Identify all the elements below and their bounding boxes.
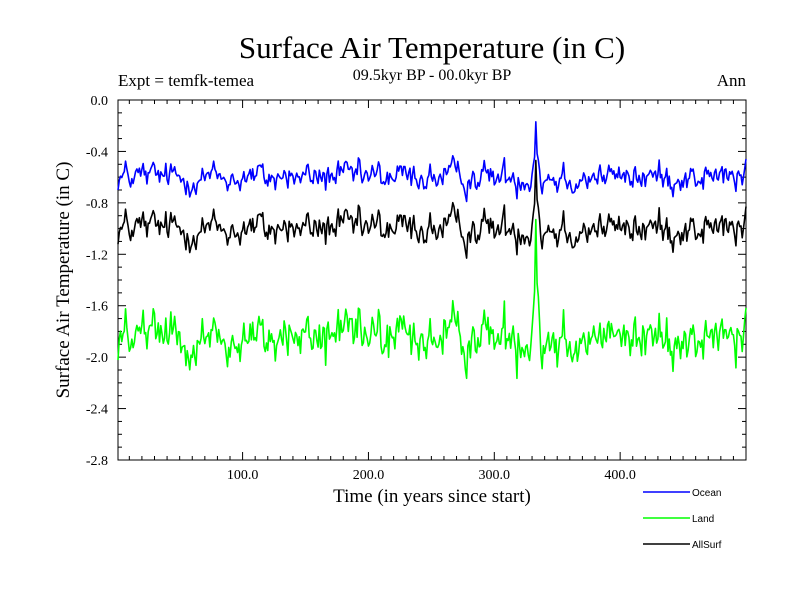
series-line-allsurf <box>117 159 747 259</box>
season-label: Ann <box>717 71 747 90</box>
chart-subtitle: 09.5kyr BP - 00.0kyr BP <box>353 67 512 84</box>
x-tick-label: 300.0 <box>479 468 511 483</box>
x-axis-label: Time (in years since start) <box>333 486 531 507</box>
legend-label-allsurf: AllSurf <box>692 540 722 551</box>
axis-ticks <box>118 99 746 461</box>
y-tick-label: -1.2 <box>86 248 108 263</box>
y-tick-label: -1.6 <box>86 300 108 315</box>
x-tick-label: 200.0 <box>353 468 385 483</box>
y-tick-label: -2.4 <box>86 403 108 418</box>
series-line-land <box>117 218 747 380</box>
x-tick-label: 400.0 <box>604 468 636 483</box>
plot-frame <box>117 99 747 461</box>
x-tick-label: 100.0 <box>227 468 259 483</box>
series-lines <box>117 121 747 380</box>
y-tick-label: -2.0 <box>86 351 108 366</box>
legend-label-land: Land <box>692 514 714 525</box>
y-tick-label: -0.4 <box>86 145 108 160</box>
y-tick-label: -2.8 <box>86 454 108 469</box>
y-tick-label: -0.8 <box>86 197 108 212</box>
series-line-ocean <box>117 121 747 203</box>
legend: Ocean Land AllSurf <box>643 488 722 551</box>
experiment-label: Expt = temfk-temea <box>118 71 255 90</box>
x-tick-labels: 100.0 200.0 300.0 400.0 <box>227 468 636 483</box>
legend-label-ocean: Ocean <box>692 488 721 499</box>
y-tick-label: 0.0 <box>91 94 109 109</box>
y-axis-label: Surface Air Temperature (in C) <box>53 162 74 399</box>
chart-title: Surface Air Temperature (in C) <box>239 30 625 65</box>
y-tick-labels: 0.0 -0.4 -0.8 -1.2 -1.6 -2.0 -2.4 -2.8 <box>86 94 108 469</box>
